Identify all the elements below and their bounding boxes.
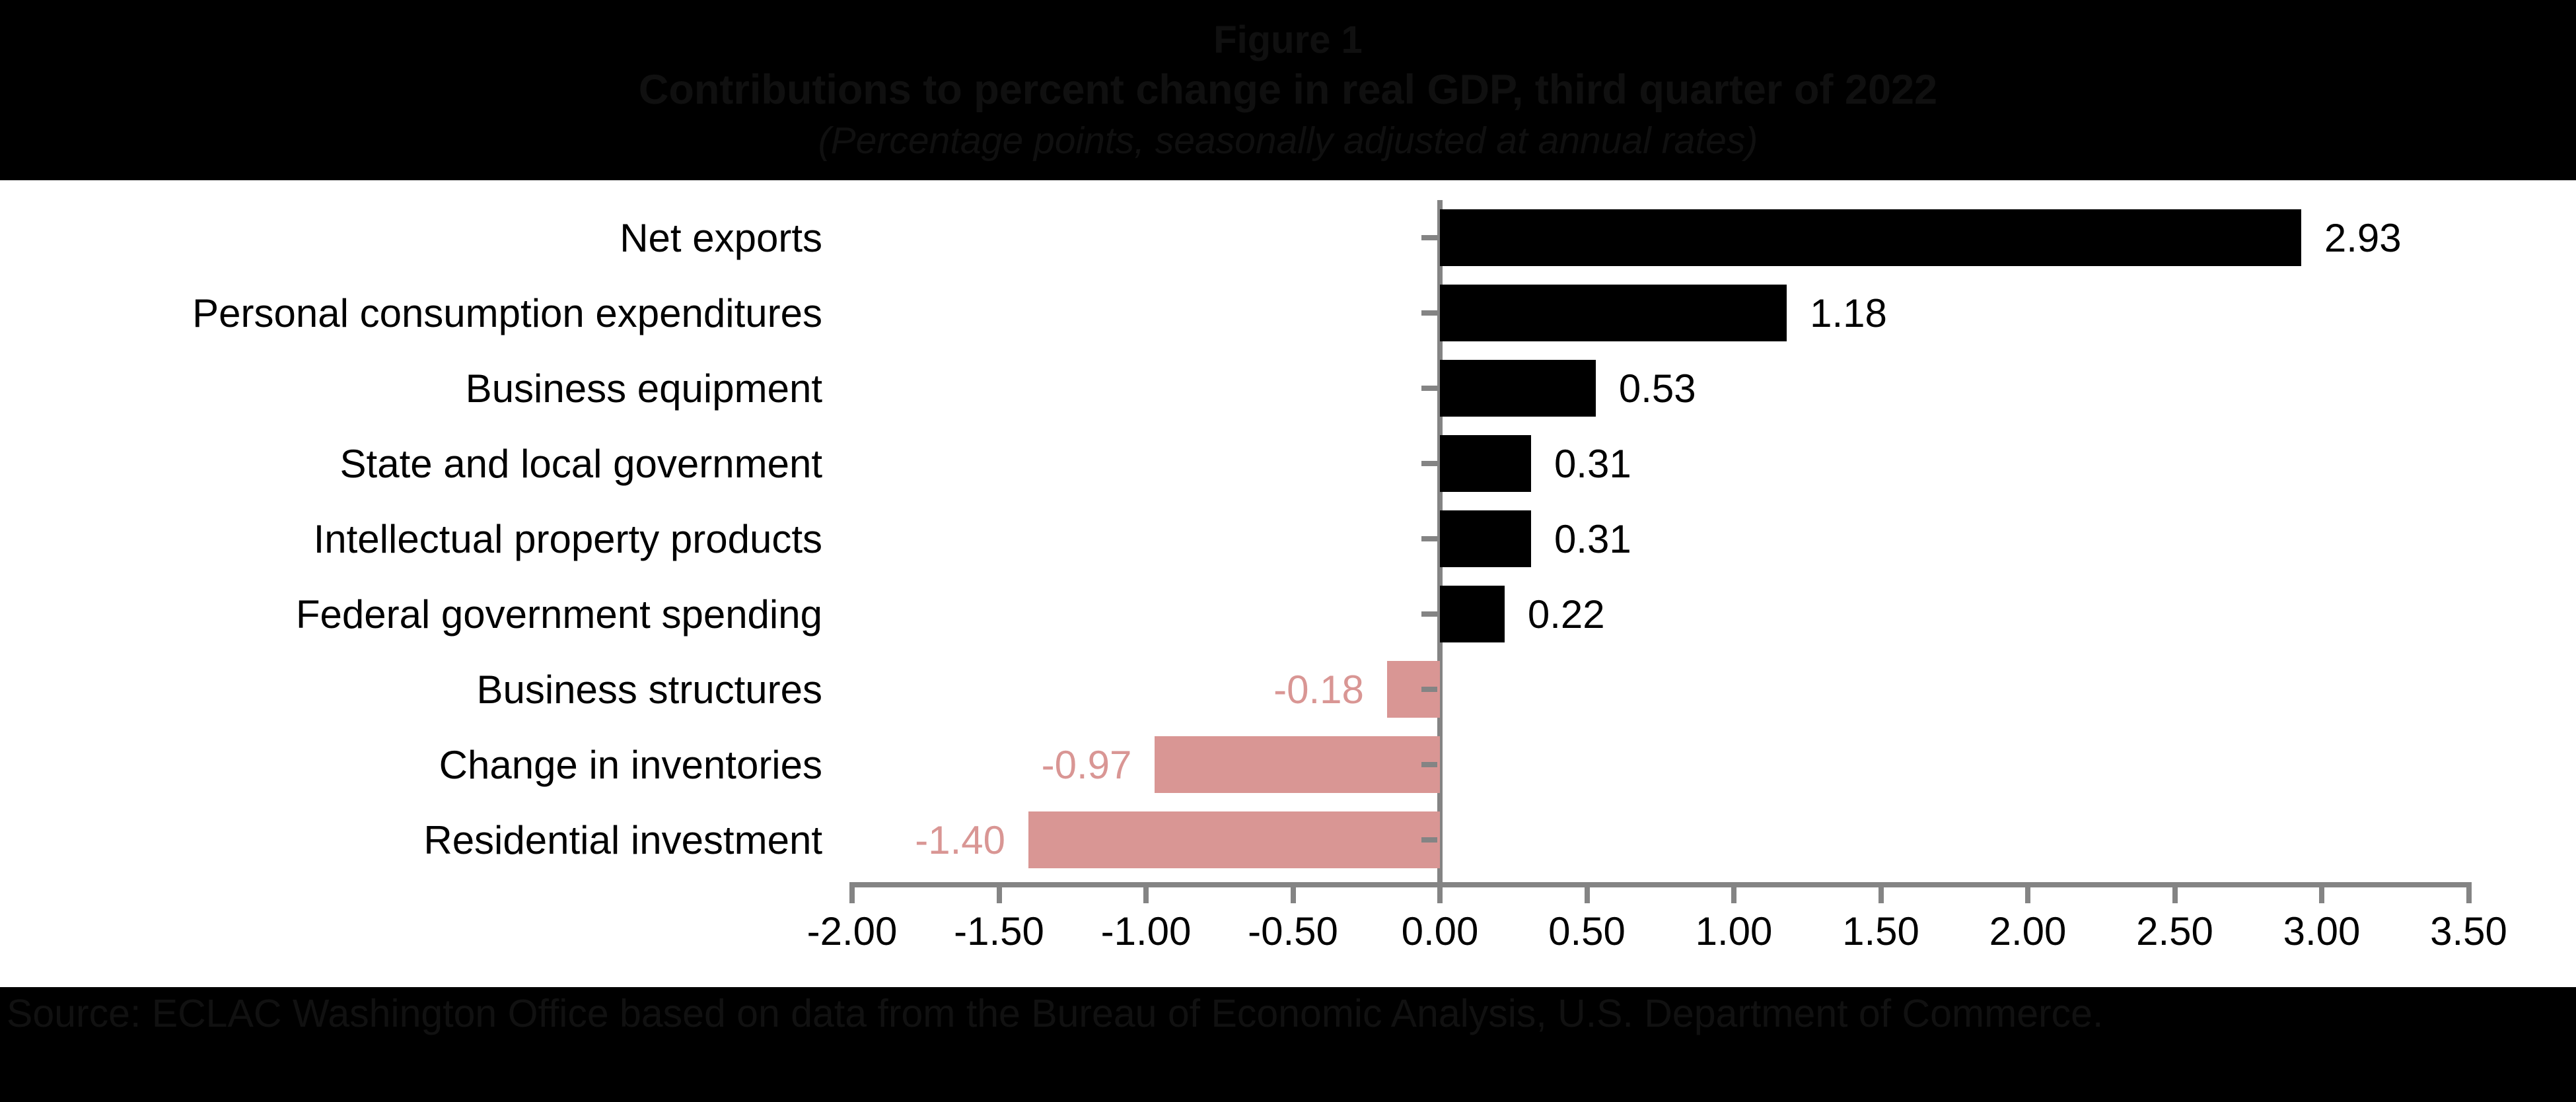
- x-axis-tick-label: 2.00: [1989, 909, 2067, 953]
- figure-header: Figure 1 Contributions to percent change…: [0, 0, 2576, 180]
- y-axis-tick: [1421, 461, 1437, 466]
- x-axis-tick-label: 1.00: [1695, 909, 1773, 953]
- y-axis-tick: [1421, 762, 1437, 767]
- y-axis-tick: [1421, 386, 1437, 391]
- x-axis-tick-label: 2.50: [2136, 909, 2213, 953]
- x-axis-tick: [1143, 887, 1149, 903]
- x-axis-tick: [849, 887, 855, 903]
- category-label: Federal government spending: [295, 592, 822, 637]
- y-axis-tick: [1421, 611, 1437, 617]
- bar-positive: [1440, 435, 1531, 492]
- y-axis-tick: [1421, 837, 1437, 843]
- bar-value-label: -0.18: [1273, 667, 1364, 712]
- bar-value-label: 0.31: [1554, 516, 1631, 561]
- x-axis-tick: [1584, 887, 1590, 903]
- chart-subtitle: (Percentage points, seasonally adjusted …: [818, 119, 1758, 162]
- bar-negative: [1155, 736, 1440, 793]
- bar-value-label: 0.22: [1527, 592, 1605, 637]
- bar-value-label: -1.40: [915, 817, 1005, 862]
- x-axis-tick-label: 0.50: [1548, 909, 1626, 953]
- x-axis-tick: [2466, 887, 2472, 903]
- x-axis-tick: [996, 887, 1002, 903]
- x-axis-tick: [2319, 887, 2324, 903]
- x-axis-tick-label: 0.00: [1401, 909, 1479, 953]
- bar-value-label: 0.53: [1618, 366, 1696, 411]
- x-axis-tick: [2025, 887, 2030, 903]
- bar-positive: [1440, 285, 1787, 341]
- x-axis-tick-label: -0.50: [1248, 909, 1338, 953]
- category-label: Change in inventories: [439, 742, 822, 787]
- y-axis-tick: [1421, 310, 1437, 316]
- bar-positive: [1440, 209, 2301, 266]
- x-axis-tick: [2172, 887, 2178, 903]
- y-axis-tick: [1421, 235, 1437, 240]
- figure-number: Figure 1: [1213, 18, 1363, 61]
- category-label: Residential investment: [423, 817, 822, 862]
- category-label: Intellectual property products: [313, 516, 822, 561]
- category-label: Personal consumption expenditures: [192, 291, 822, 335]
- x-axis-tick: [1290, 887, 1296, 903]
- x-axis-tick: [1878, 887, 1884, 903]
- category-label: State and local government: [340, 441, 822, 486]
- category-label: Net exports: [620, 215, 822, 260]
- chart-title: Contributions to percent change in real …: [638, 67, 1938, 114]
- x-axis-tick: [1731, 887, 1736, 903]
- x-axis-tick-label: 3.50: [2430, 909, 2507, 953]
- y-axis-tick: [1421, 687, 1437, 692]
- x-axis-tick-label: 3.00: [2283, 909, 2361, 953]
- plot-area: Net exports 2.93 Personal consumption expe…: [0, 180, 2576, 987]
- x-axis-line: [849, 882, 2472, 887]
- bar-value-label: 1.18: [1810, 291, 1887, 335]
- bar-positive: [1440, 360, 1596, 417]
- bar-positive: [1440, 586, 1505, 642]
- x-axis-tick: [1437, 887, 1443, 903]
- source-footer: Source: ECLAC Washington Office based on…: [0, 987, 2576, 1102]
- x-axis-tick-label: -1.00: [1100, 909, 1192, 953]
- source-text: Source: ECLAC Washington Office based on…: [7, 992, 2104, 1035]
- bar-negative: [1028, 811, 1440, 868]
- bar-value-label: 0.31: [1554, 441, 1631, 486]
- bar-value-label: 2.93: [2324, 215, 2402, 260]
- category-label: Business structures: [476, 667, 822, 712]
- x-axis-tick-label: 1.50: [1842, 909, 1919, 953]
- category-label: Business equipment: [465, 366, 822, 411]
- bar-positive: [1440, 510, 1531, 567]
- x-axis-tick-label: -2.00: [806, 909, 898, 953]
- y-axis-tick: [1421, 536, 1437, 541]
- x-axis-tick-label: -1.50: [954, 909, 1044, 953]
- bar-value-label: -0.97: [1041, 742, 1132, 787]
